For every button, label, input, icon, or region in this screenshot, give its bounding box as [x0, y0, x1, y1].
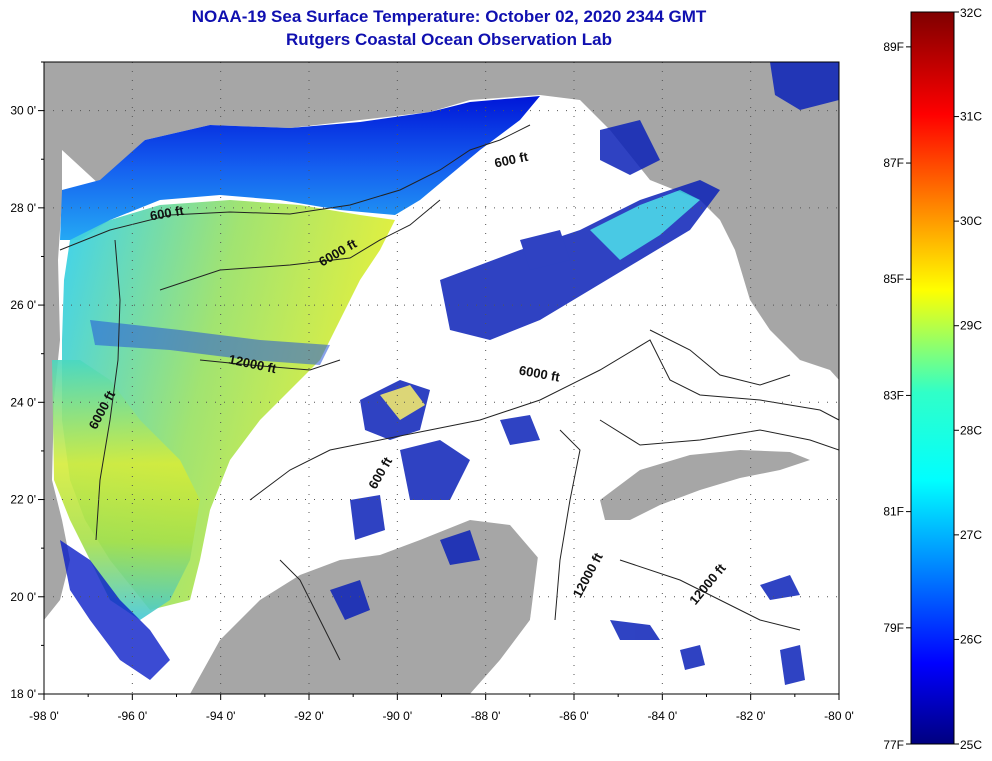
lat-tick-label: 24 0' [10, 395, 36, 409]
colorbar-fahrenheit-label: 85F [883, 272, 904, 286]
colorbar-gradient [910, 11, 955, 745]
cuba-land [600, 450, 810, 520]
colorbar-fahrenheit-label: 79F [883, 621, 904, 635]
sst-west-warm [52, 360, 200, 620]
sst-band-blue [90, 320, 330, 365]
colorbar-fahrenheit-label: 81F [883, 505, 904, 519]
lon-tick-label: -92 0' [294, 709, 324, 723]
longitude-ticks: -98 0' -96 0' -94 0' -92 0' -90 0' -88 0' -86 … [29, 694, 854, 723]
lon-tick-label: -90 0' [383, 709, 413, 723]
colorbar-celsius-label: 26C [960, 632, 982, 646]
lat-tick-label: 26 0' [10, 298, 36, 312]
lat-tick-label: 22 0' [10, 493, 36, 507]
lat-tick-label: 30 0' [10, 104, 36, 118]
colorbar-celsius-label: 25C [960, 738, 982, 752]
sst-southwest-cool [60, 540, 170, 680]
graticule [44, 62, 839, 694]
sst-north-coastal [60, 96, 540, 240]
lon-tick-label: -86 0' [559, 709, 589, 723]
colorbar-fahrenheit-label: 89F [883, 40, 904, 54]
lon-tick-label: -80 0' [824, 709, 854, 723]
colorbar-celsius-label: 27C [960, 528, 982, 542]
colorbar-celsius-label: 32C [960, 6, 982, 20]
florida-land [560, 62, 839, 360]
colorbar-fahrenheit-label: 77F [883, 738, 904, 752]
contour-depth-label: 600 ft [493, 149, 530, 171]
lon-tick-label: -82 0' [736, 709, 766, 723]
lon-tick-label: -84 0' [648, 709, 678, 723]
map-subtitle: Rutgers Coastal Ocean Observation Lab [286, 30, 612, 49]
colorbar-celsius-label: 30C [960, 214, 982, 228]
map-title: NOAA-19 Sea Surface Temperature: October… [191, 7, 707, 26]
colorbar-celsius-label: 28C [960, 423, 982, 437]
colorbar-celsius-labels: 32C 31C 30C 29C 28C 27C 26C 25C [954, 6, 982, 752]
contour-depth-label: 6000 ft [518, 363, 562, 385]
caribbean-south [470, 470, 839, 694]
lat-tick-label: 28 0' [10, 201, 36, 215]
colorbar-fahrenheit-label: 87F [883, 156, 904, 170]
colorbar-celsius-label: 29C [960, 319, 982, 333]
map-area [44, 62, 839, 694]
lon-tick-label: -98 0' [29, 709, 59, 723]
lon-tick-label: -88 0' [471, 709, 501, 723]
lat-tick-label: 20 0' [10, 590, 36, 604]
colorbar-fahrenheit-labels: 89F 87F 85F 83F 81F 79F 77F [883, 40, 911, 752]
latitude-ticks: 30 0' 28 0' 26 0' 24 0' 22 0' 20 0' 18 0' [10, 61, 44, 701]
colorbar-fahrenheit-label: 83F [883, 388, 904, 402]
contour-depth-label: 600 ft [149, 203, 186, 224]
sst-scattered-patches [330, 62, 839, 685]
colorbar-celsius-label: 31C [960, 110, 982, 124]
lat-tick-label: 18 0' [10, 687, 36, 701]
lon-tick-label: -96 0' [118, 709, 148, 723]
bathymetry-contours [59, 124, 839, 661]
lon-tick-label: -94 0' [206, 709, 236, 723]
